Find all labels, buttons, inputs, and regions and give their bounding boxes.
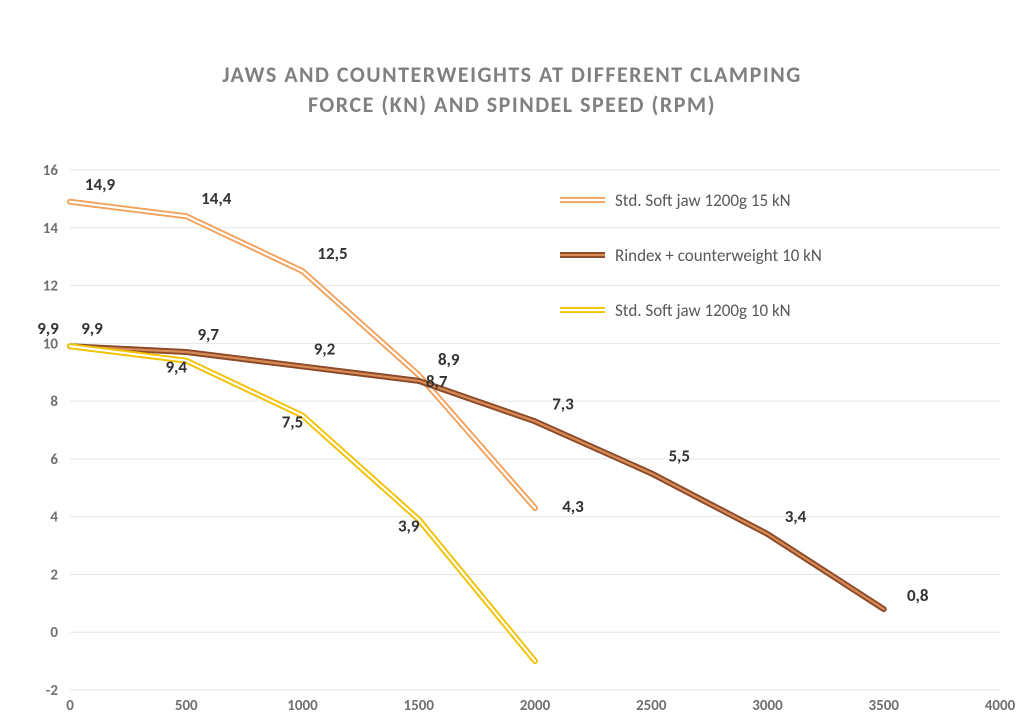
y-tick-label: 4 bbox=[50, 509, 58, 527]
y-tick-label: 12 bbox=[43, 278, 59, 296]
series-line-inner bbox=[70, 346, 884, 609]
x-tick-label: 500 bbox=[175, 697, 198, 715]
data-label: 0,8 bbox=[907, 585, 929, 606]
data-label: 14,9 bbox=[85, 174, 116, 195]
data-label: 4,3 bbox=[562, 496, 584, 517]
data-label: 9,7 bbox=[197, 324, 219, 345]
series-line-outer bbox=[70, 346, 535, 661]
chart-container: JAWS AND COUNTERWEIGHTS AT DIFFERENT CLA… bbox=[0, 0, 1024, 720]
x-tick-label: 1000 bbox=[287, 697, 318, 715]
data-label: 9,2 bbox=[314, 338, 336, 359]
x-tick-label: 1500 bbox=[404, 697, 435, 715]
data-label: 9,9 bbox=[37, 318, 59, 339]
y-tick-label: 8 bbox=[50, 393, 58, 411]
legend-label: Std. Soft jaw 1200g 15 kN bbox=[615, 190, 791, 211]
data-label: 12,5 bbox=[317, 243, 347, 264]
data-label: 7,5 bbox=[282, 412, 304, 433]
data-label: 9,4 bbox=[165, 357, 187, 378]
legend-label: Std. Soft jaw 1200g 10 kN bbox=[615, 300, 791, 321]
y-tick-label: 2 bbox=[50, 566, 58, 584]
series-line-inner bbox=[70, 346, 535, 661]
x-tick-label: 3500 bbox=[869, 697, 900, 715]
chart-svg: -202468101214160500100015002000250030003… bbox=[0, 0, 1024, 720]
data-label: 8,7 bbox=[426, 371, 448, 392]
legend-label: Rindex + counterweight 10 kN bbox=[615, 245, 822, 266]
data-label: 14,4 bbox=[201, 188, 232, 209]
data-label: 3,9 bbox=[398, 516, 420, 537]
x-tick-label: 2000 bbox=[520, 697, 551, 715]
data-label: 9,9 bbox=[81, 318, 103, 339]
series-line-outer bbox=[70, 346, 884, 609]
data-label: 5,5 bbox=[668, 445, 690, 466]
y-tick-label: 16 bbox=[43, 162, 59, 180]
data-label: 7,3 bbox=[552, 393, 574, 414]
x-tick-label: 0 bbox=[66, 697, 74, 715]
data-label: 3,4 bbox=[785, 506, 807, 527]
x-tick-label: 2500 bbox=[636, 697, 667, 715]
data-label: 8,9 bbox=[438, 349, 460, 370]
y-tick-label: 6 bbox=[50, 451, 58, 469]
y-tick-label: -2 bbox=[46, 682, 59, 700]
x-tick-label: 3000 bbox=[752, 697, 783, 715]
y-tick-label: 0 bbox=[50, 624, 58, 642]
y-tick-label: 14 bbox=[43, 220, 59, 238]
x-tick-label: 4000 bbox=[985, 697, 1016, 715]
